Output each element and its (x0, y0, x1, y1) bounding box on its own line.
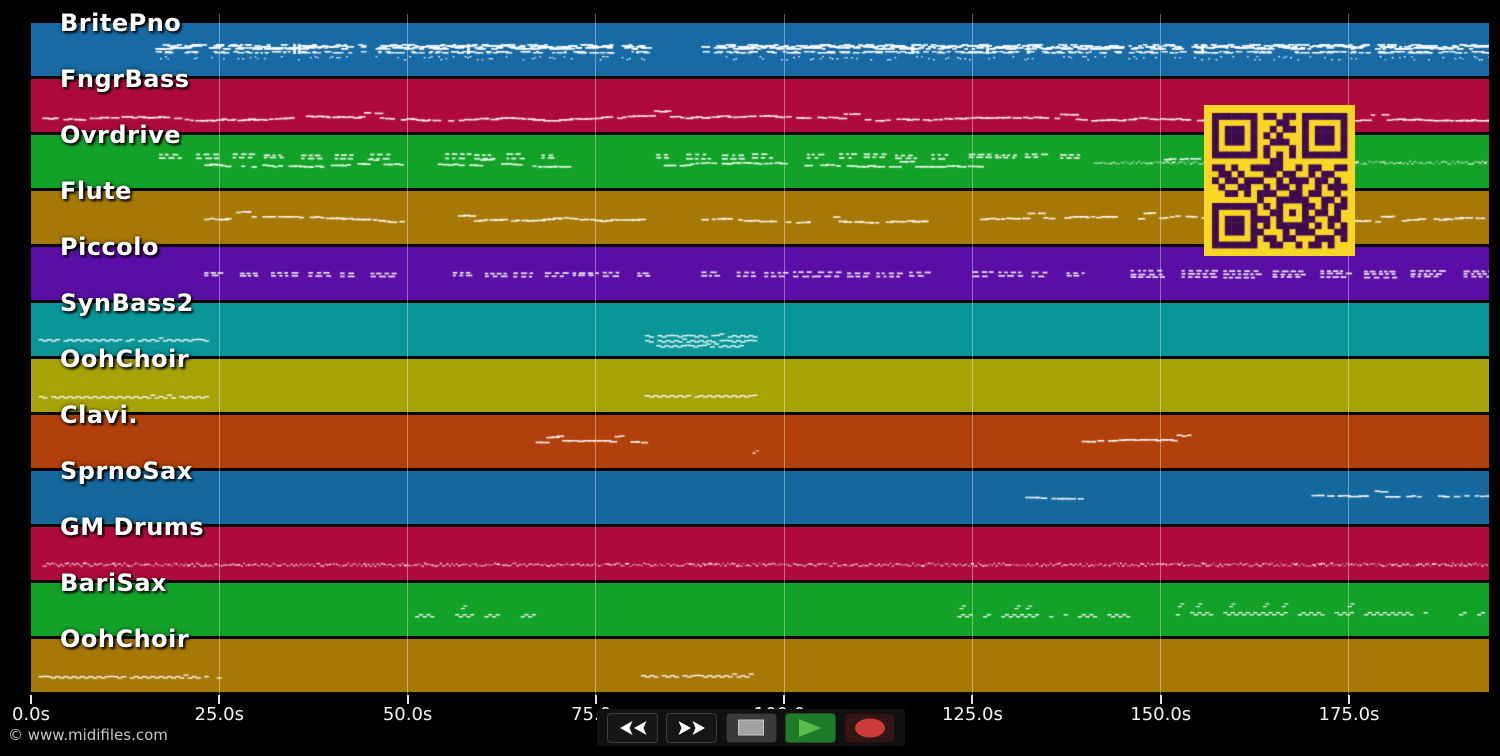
stop-button[interactable] (725, 712, 777, 743)
play-icon (799, 718, 822, 737)
time-label-50.0s: 50.0s (382, 704, 433, 725)
rewind-button[interactable] (607, 712, 658, 743)
time-tick (406, 695, 409, 704)
time-tick (594, 695, 597, 704)
track-label-9: SprnoSax (60, 457, 193, 485)
time-label-175.0s: 175.0s (1318, 704, 1380, 725)
stop-icon (738, 719, 764, 736)
track-label-11: BariSax (60, 569, 168, 597)
time-tick (971, 695, 974, 704)
record-button[interactable] (844, 712, 895, 743)
track-label-6: SynBass2 (60, 289, 194, 317)
time-tick (30, 695, 32, 704)
time-label-150.0s: 150.0s (1130, 704, 1192, 725)
track-label-10: GM Drums (60, 513, 205, 541)
fast-forward-icon (678, 720, 705, 735)
track-label-7: OohChoir (60, 345, 190, 373)
track-label-5: Piccolo (60, 233, 159, 261)
time-label-0.0s: 0.0s (11, 704, 51, 725)
track-label-2: FngrBass (60, 65, 190, 93)
time-label-125.0s: 125.0s (941, 704, 1003, 725)
time-tick (1159, 695, 1162, 704)
transport-controls (597, 709, 905, 746)
track-label-8: Clavi. (60, 401, 139, 429)
time-tick (218, 695, 221, 704)
time-label-25.0s: 25.0s (194, 704, 245, 725)
play-button[interactable] (784, 712, 836, 743)
track-label-4: Flute (60, 177, 132, 205)
rewind-icon (619, 720, 646, 735)
fast-forward-button[interactable] (666, 712, 718, 743)
track-label-3: Ovrdrive (60, 121, 182, 149)
record-icon (854, 718, 885, 737)
copyright-text: © www.midifiles.com (8, 726, 168, 744)
time-tick (783, 695, 786, 704)
qr-code (1204, 105, 1355, 256)
time-tick (1347, 695, 1350, 704)
track-label-12: OohChoir (60, 625, 190, 653)
track-label-1: BritePno (60, 9, 182, 37)
